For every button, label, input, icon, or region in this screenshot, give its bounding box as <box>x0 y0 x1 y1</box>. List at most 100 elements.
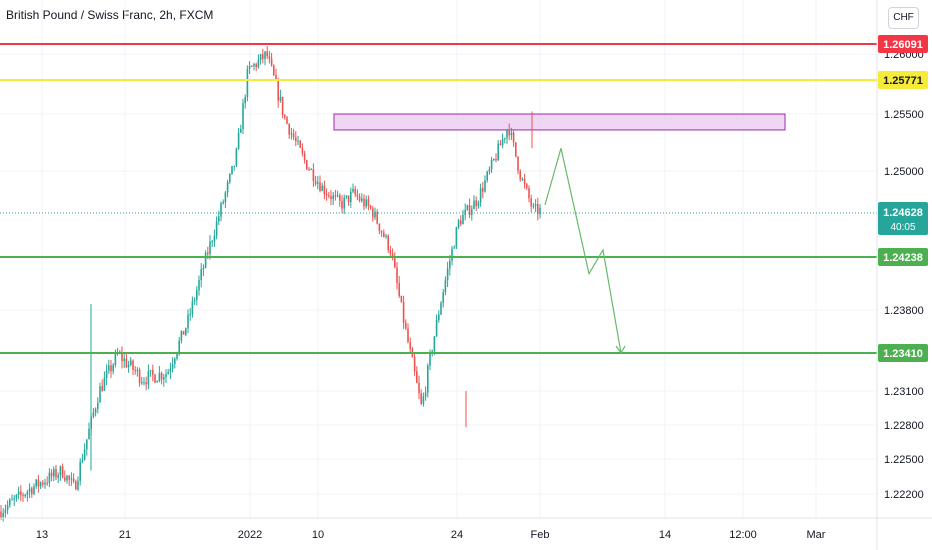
candle-body <box>378 223 381 231</box>
candle-body <box>196 290 198 301</box>
candle-body <box>242 103 244 129</box>
candle-body <box>83 449 86 460</box>
candle-body <box>204 252 207 268</box>
candle-body <box>347 195 350 203</box>
candle-body <box>101 386 103 391</box>
candle-body <box>105 370 108 378</box>
candle-body <box>365 199 367 207</box>
candle-body <box>264 51 266 59</box>
candle-body <box>462 215 464 225</box>
candle-body <box>319 182 321 191</box>
candle-body <box>130 360 132 365</box>
candle-body <box>435 319 438 337</box>
candle-body <box>171 364 174 369</box>
candle-body <box>222 202 224 204</box>
candle-body <box>449 260 451 269</box>
candle-body <box>301 147 304 154</box>
candle-body <box>110 365 112 372</box>
candle-body <box>224 192 227 203</box>
candle-body <box>26 491 29 495</box>
candle-body <box>532 205 535 207</box>
candle-body <box>160 373 163 380</box>
candle-body <box>72 478 75 482</box>
price-tick-label: 1.22500 <box>884 454 924 466</box>
candle-body <box>413 357 416 372</box>
candle-body <box>299 140 301 148</box>
candle-body <box>376 211 378 224</box>
candle-body <box>174 358 176 365</box>
candle-body <box>75 481 77 490</box>
candle-body <box>339 195 341 201</box>
candle-body <box>387 235 389 251</box>
time-tick-label: Feb <box>531 529 550 541</box>
candle-body <box>0 511 2 518</box>
currency-button[interactable]: CHF <box>888 7 919 29</box>
candle-body <box>255 64 257 68</box>
candle-body <box>97 402 99 409</box>
candle-body <box>479 188 482 203</box>
candle-body <box>11 499 13 501</box>
candle-body <box>163 377 165 380</box>
level-price-label-bg <box>878 71 928 89</box>
candle-body <box>512 132 515 143</box>
level-price-label: 1.25771 <box>883 75 923 87</box>
candle-body <box>277 79 279 101</box>
candle-body <box>81 459 84 462</box>
candle-body <box>497 143 499 161</box>
candle-body <box>310 169 312 171</box>
candle-body <box>328 195 330 197</box>
candle-body <box>354 188 356 195</box>
level-price-label-bg <box>878 35 928 53</box>
candle-body <box>127 364 130 368</box>
level-price-label-bg <box>878 344 928 362</box>
time-tick-label: 10 <box>312 529 324 541</box>
candle-body <box>350 191 352 203</box>
candle-body <box>405 322 407 329</box>
candle-body <box>259 54 262 60</box>
candle-body <box>537 204 539 215</box>
candle-body <box>215 221 218 236</box>
candle-body <box>490 159 493 170</box>
candle-body <box>325 194 328 196</box>
horizontal-levels <box>0 43 877 354</box>
candle-body <box>312 169 315 182</box>
candle-body <box>42 482 44 485</box>
candle-body <box>132 360 134 371</box>
candle-body <box>402 302 405 323</box>
candle-body <box>64 477 66 481</box>
candle-body <box>218 216 220 222</box>
candle-body <box>420 393 422 404</box>
candle-body <box>451 248 453 261</box>
price-tick-label: 1.22800 <box>884 420 924 432</box>
candle-body <box>152 370 154 375</box>
projection-arrowhead <box>615 345 626 355</box>
candle-body <box>191 301 194 314</box>
candle-body <box>400 295 403 303</box>
chart-grid <box>0 0 877 518</box>
candle-body <box>358 196 361 201</box>
current-price-label: 1.24628 <box>883 207 923 219</box>
candle-body <box>180 330 183 341</box>
candle-body <box>270 58 273 66</box>
candle-series <box>0 46 541 522</box>
candle-body <box>31 488 33 494</box>
candle-body <box>521 178 524 180</box>
candle-body <box>409 342 411 349</box>
time-tick-label: 12:00 <box>729 529 757 541</box>
candle-body <box>165 374 167 378</box>
candle-body <box>422 396 425 404</box>
candle-body <box>290 133 293 135</box>
candle-body <box>88 428 90 440</box>
supply-zone <box>333 113 786 131</box>
candle-body <box>440 302 442 315</box>
candle-body <box>220 203 222 217</box>
candle-body <box>134 370 136 372</box>
candle-body <box>156 380 158 383</box>
candle-body <box>59 466 62 476</box>
candle-body <box>477 202 480 206</box>
candle-body <box>147 371 150 385</box>
candle-body <box>528 188 530 199</box>
candle-body <box>44 482 46 485</box>
candle-body <box>46 482 48 484</box>
